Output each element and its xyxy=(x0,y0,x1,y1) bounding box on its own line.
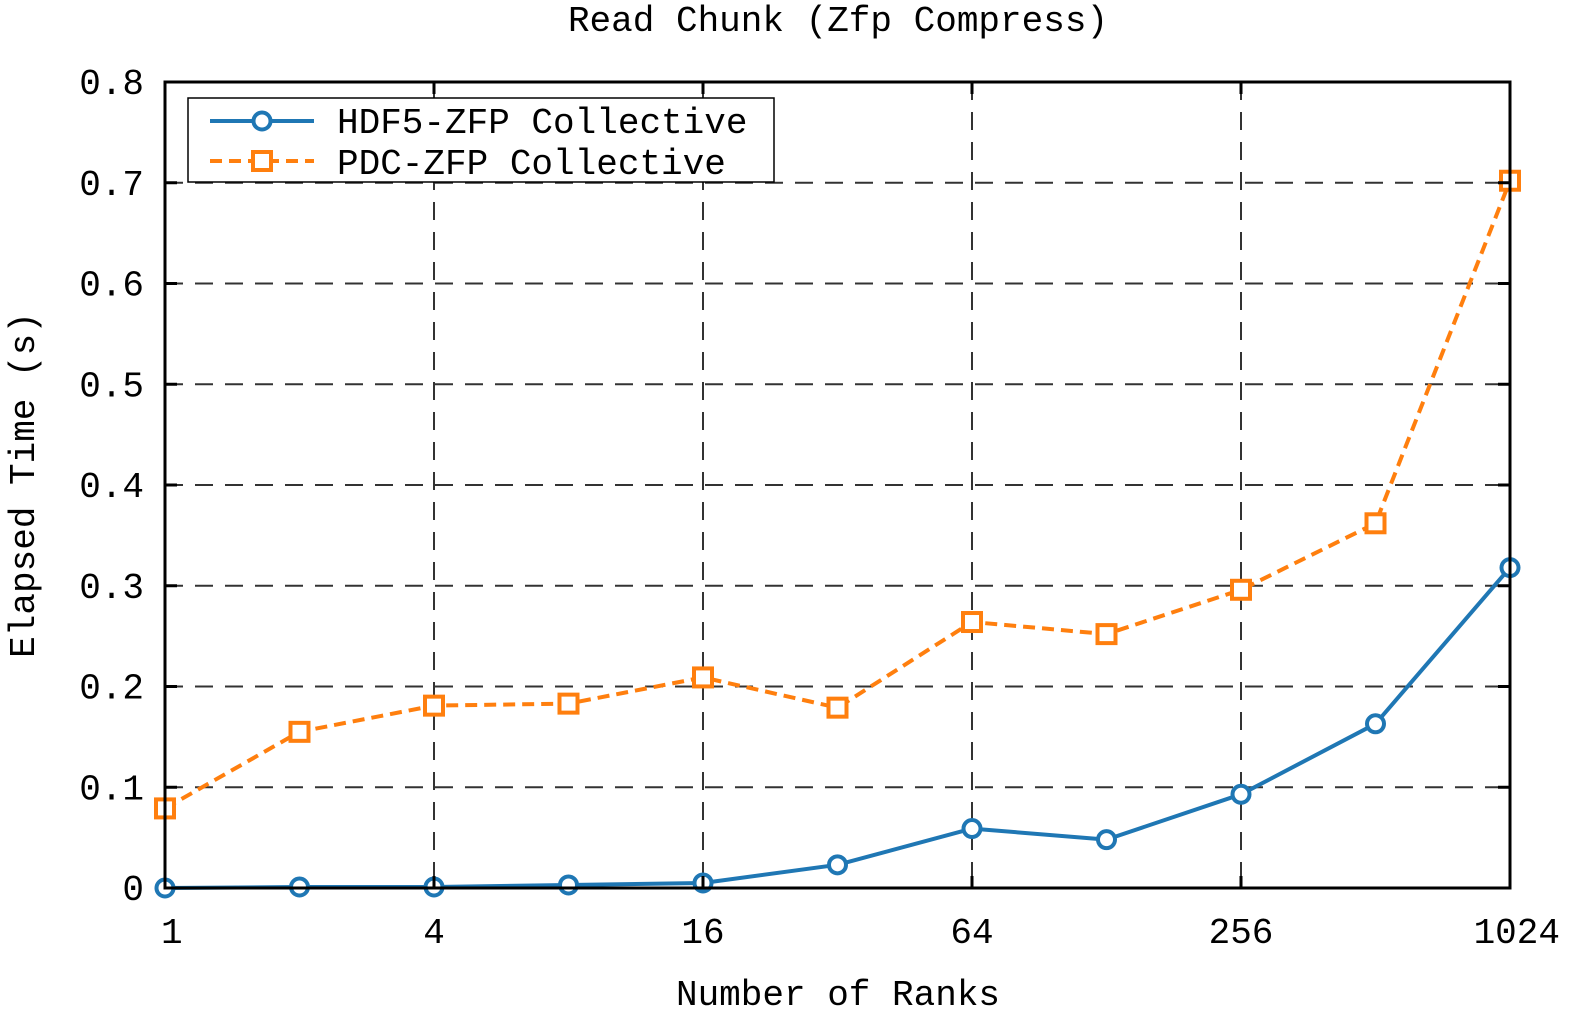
data-point-marker xyxy=(1364,512,1387,535)
y-tick-label: 0.7 xyxy=(79,165,144,206)
x-axis-label: Number of Ranks xyxy=(676,975,1000,1014)
x-tick-label: 256 xyxy=(1209,913,1274,954)
x-tick-label: 1024 xyxy=(1474,913,1560,954)
grid-lines xyxy=(165,82,1510,888)
data-point-marker xyxy=(1096,829,1117,851)
data-point-marker xyxy=(961,818,983,840)
y-tick-label: 0.3 xyxy=(79,568,144,609)
y-tick-label: 0.1 xyxy=(79,769,144,810)
data-point-marker xyxy=(558,874,579,896)
legend-box xyxy=(187,97,775,183)
x-tick-label: 64 xyxy=(950,913,993,954)
data-point-marker xyxy=(1230,783,1252,805)
data-point-marker xyxy=(692,666,714,689)
legend-label-pdc: PDC-ZFP Collective xyxy=(337,144,726,185)
x-tick-label: 4 xyxy=(423,913,445,954)
legend-marker-hdf5 xyxy=(251,110,273,132)
legend: HDF5-ZFP Collective PDC-ZFP Collective xyxy=(187,97,775,185)
data-point-marker xyxy=(1365,713,1386,735)
y-tick-label: 0.5 xyxy=(79,366,144,407)
data-point-marker xyxy=(826,696,849,719)
y-axis-label: Elapsed Time (s) xyxy=(4,312,45,658)
x-tick-label: 1 xyxy=(161,913,183,954)
y-tick-label: 0 xyxy=(122,870,144,911)
y-axis-ticks: 0 0.1 0.2 0.3 0.4 0.5 0.6 0.7 0.8 xyxy=(79,64,1510,911)
y-tick-label: 0.6 xyxy=(79,266,144,307)
y-tick-label: 0.2 xyxy=(79,669,144,710)
series-line-0 xyxy=(164,566,1512,890)
legend-marker-pdc xyxy=(251,150,273,172)
data-point-marker xyxy=(827,854,848,876)
legend-label-hdf5: HDF5-ZFP Collective xyxy=(337,103,747,144)
data-point-marker xyxy=(557,692,580,715)
y-tick-label: 0.4 xyxy=(79,467,144,508)
data-point-marker xyxy=(423,694,445,717)
data-point-marker xyxy=(288,720,311,743)
x-tick-label: 16 xyxy=(681,913,724,954)
y-tick-label: 0.8 xyxy=(79,64,144,105)
series-line-1 xyxy=(164,179,1512,811)
data-point-marker xyxy=(1230,578,1252,601)
data-point-marker xyxy=(961,611,983,634)
data-point-marker xyxy=(1095,623,1118,646)
x-axis-ticks: 1 4 16 64 256 1024 xyxy=(161,82,1560,954)
chart-title: Read Chunk (Zfp Compress) xyxy=(568,1,1108,42)
